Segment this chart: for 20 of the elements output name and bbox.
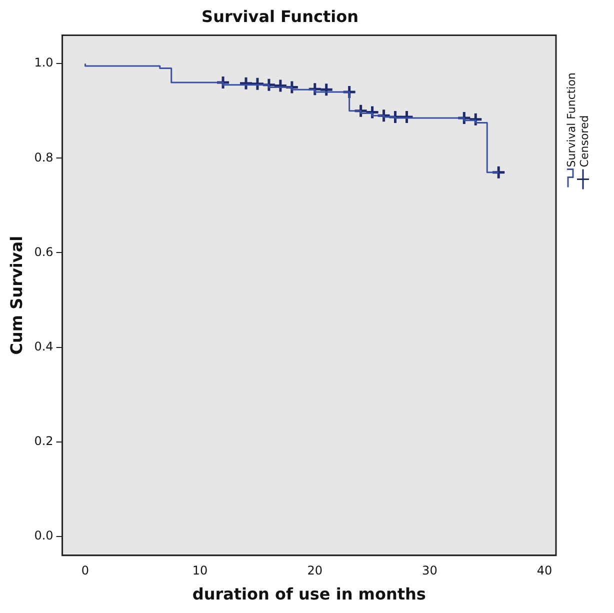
y-tick-label: 0.2 [34, 434, 54, 448]
x-tick-label: 0 [81, 564, 90, 578]
x-tick-label: 30 [422, 564, 438, 578]
y-tick-label: 0.0 [34, 528, 54, 543]
point [319, 82, 334, 97]
y-tick-label: 0.4 [34, 339, 54, 354]
point [250, 76, 265, 92]
text: Censored [578, 115, 591, 168]
point [238, 76, 254, 91]
y-axis-title: Cum Survival [6, 236, 26, 355]
x-tick-label: 10 [192, 564, 208, 578]
point [273, 78, 288, 94]
x-tick-label: 40 [536, 564, 552, 578]
y-tick-label: 0.8 [34, 150, 54, 164]
x-axis-title: duration of use in months [192, 584, 426, 604]
x-tick-label: 20 [307, 564, 323, 578]
y-tick-label: 1.0 [34, 56, 54, 70]
chart-title: Survival Function [202, 6, 358, 26]
y-tick-label: 0.6 [34, 244, 54, 259]
text: Survival Function [565, 72, 578, 168]
